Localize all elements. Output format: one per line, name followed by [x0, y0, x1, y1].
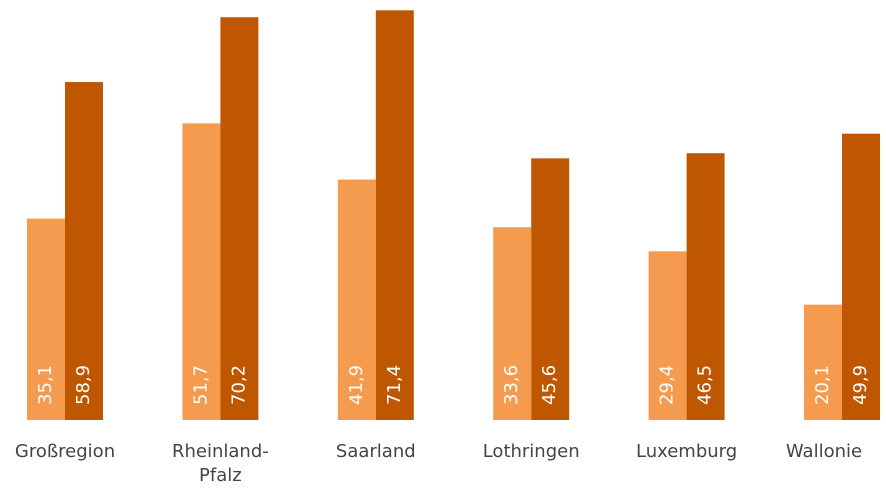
value-label: 33,6: [501, 365, 522, 405]
x-tick-label: Lothringen: [482, 441, 580, 462]
x-tick-label: Luxemburg: [636, 441, 738, 462]
value-label: 58,9: [73, 365, 94, 405]
value-label: 70,2: [228, 365, 249, 405]
value-label: 45,6: [539, 365, 560, 405]
bar: [531, 158, 570, 420]
bar: [375, 10, 414, 420]
bar: [493, 227, 532, 420]
x-tick-label: Wallonie: [785, 441, 863, 462]
value-label: 29,4: [657, 365, 678, 405]
value-label: 35,1: [35, 365, 56, 405]
bar: [182, 123, 221, 420]
bar: [65, 82, 103, 420]
value-label: 41,9: [346, 365, 367, 405]
bar: [220, 17, 259, 421]
value-label: 46,5: [695, 365, 716, 405]
value-label: 71,4: [384, 365, 405, 405]
value-label: 49,9: [850, 365, 871, 405]
x-tick-label: Großregion: [14, 441, 116, 462]
bar: [337, 179, 376, 420]
bar: [648, 251, 687, 420]
value-label: 51,7: [190, 365, 211, 405]
bar: [27, 218, 65, 420]
value-label: 20,1: [812, 365, 833, 405]
x-tick-label: Rheinland-Pfalz: [172, 441, 269, 486]
bar: [842, 133, 880, 420]
bar: [804, 304, 842, 420]
x-tick-label: Saarland: [335, 441, 416, 462]
bar: [686, 153, 725, 420]
